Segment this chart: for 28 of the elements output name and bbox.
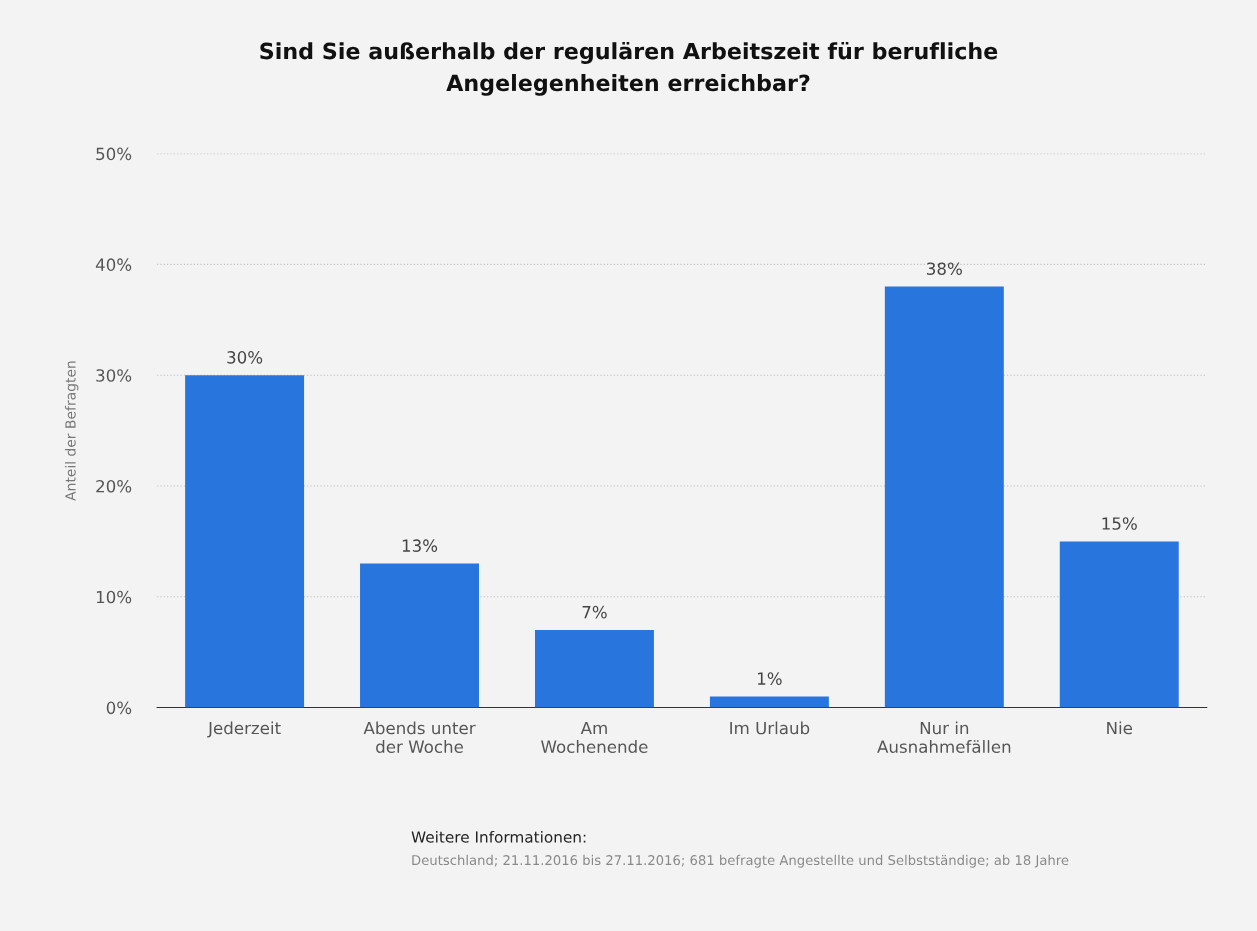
x-tick-label: Abends unter der Woche	[363, 721, 476, 754]
data-label: 30%	[227, 351, 263, 364]
bar	[1059, 541, 1179, 708]
bar	[360, 563, 479, 708]
data-label: 7%	[582, 605, 607, 619]
y-tick-label: 30%	[96, 369, 132, 382]
x-tick-label: Am Wochenende	[541, 721, 648, 754]
bar	[534, 630, 654, 708]
text: Weitere Informationen:	[411, 830, 586, 843]
bar	[185, 375, 305, 708]
y-tick-label: 40%	[95, 258, 132, 271]
chart-title: Sind Sie außerhalb der regulären Arbeitszeit für berufliche Angelegenheiten erreichbar?	[260, 41, 998, 96]
y-tick-label: 10%	[96, 590, 132, 604]
data-label: 1%	[758, 672, 782, 685]
data-label: 13%	[402, 539, 438, 552]
y-axis-title: Anteil der Befragten	[64, 361, 79, 501]
y-tick-label: 50%	[96, 147, 132, 161]
bar	[709, 696, 829, 708]
x-tick-label: Nur in Ausnahmefällen	[877, 721, 1011, 754]
bar	[884, 286, 1004, 708]
text: Deutschland; 21.11.2016 bis 27.11.2016; 681 befragte Angestellte und Selbstständige; ab 18 Jahre	[412, 854, 1069, 868]
data-label: 38%	[927, 262, 962, 275]
y-tick-label: 20%	[96, 479, 132, 493]
data-label: 15%	[1102, 517, 1137, 530]
x-tick-label: Nie	[1107, 721, 1133, 735]
x-tick-label: Im Urlaub	[730, 721, 810, 735]
x-tick-label: Jederzeit	[207, 721, 281, 738]
y-tick-label: 0%	[106, 701, 132, 715]
